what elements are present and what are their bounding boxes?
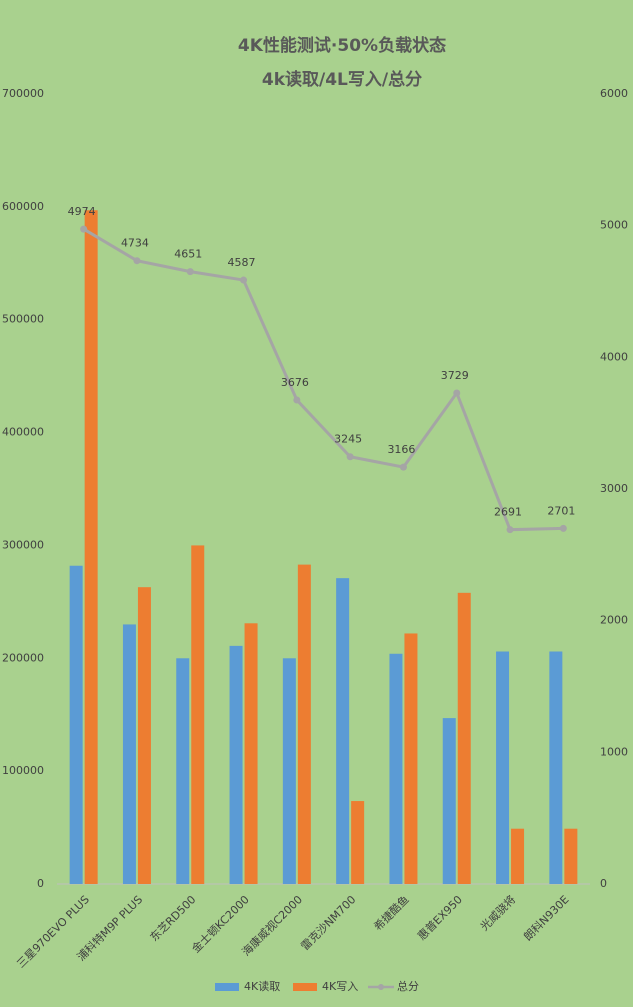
legend-label: 4K读取 <box>244 979 280 993</box>
bar <box>244 623 258 884</box>
legend-marker <box>378 984 384 990</box>
data-label: 2691 <box>494 506 522 519</box>
data-label: 4651 <box>174 248 202 261</box>
bar <box>69 565 83 884</box>
y2-tick-label: 2000 <box>600 614 628 627</box>
data-label: 4587 <box>228 256 256 269</box>
bar <box>84 210 98 884</box>
y-tick-label: 400000 <box>2 426 44 439</box>
bar <box>336 578 350 884</box>
legend-swatch <box>293 983 317 991</box>
y-tick-label: 500000 <box>2 313 44 326</box>
data-label: 4734 <box>121 237 149 250</box>
y-tick-label: 600000 <box>2 200 44 213</box>
data-label: 3676 <box>281 376 309 389</box>
y2-tick-label: 5000 <box>600 219 628 232</box>
bar <box>511 828 525 884</box>
line-point <box>133 257 141 265</box>
y-tick-label: 200000 <box>2 651 44 664</box>
bar <box>351 801 365 884</box>
line-point <box>399 463 407 471</box>
y-tick-label: 0 <box>37 877 44 890</box>
bar <box>564 828 578 884</box>
line-point <box>80 225 88 233</box>
bar <box>404 633 418 884</box>
line-point <box>293 396 301 404</box>
data-label: 3729 <box>441 369 469 382</box>
bar <box>229 645 243 884</box>
y2-tick-label: 0 <box>600 877 607 890</box>
line-point <box>186 268 194 276</box>
bar <box>191 545 205 884</box>
y-tick-label: 100000 <box>2 764 44 777</box>
bar <box>297 564 311 884</box>
bar <box>496 651 510 884</box>
chart-subtitle: 4k读取/4L写入/总分 <box>262 69 422 90</box>
y2-tick-label: 1000 <box>600 745 628 758</box>
bar <box>122 624 136 884</box>
line-point <box>240 276 248 284</box>
bar <box>549 651 563 884</box>
line-point <box>453 389 461 397</box>
y-tick-label: 700000 <box>2 87 44 100</box>
y-tick-label: 300000 <box>2 538 44 551</box>
chart-title: 4K性能测试·50%负载状态 <box>238 35 446 56</box>
legend-label: 4K写入 <box>322 980 358 993</box>
y2-tick-label: 4000 <box>600 350 628 363</box>
legend-label: 总分 <box>397 979 419 993</box>
bar <box>457 592 471 884</box>
y2-tick-label: 6000 <box>600 87 628 100</box>
line-point <box>346 453 354 461</box>
data-label: 3245 <box>334 433 362 446</box>
data-label: 4974 <box>68 205 96 218</box>
bar <box>282 658 296 884</box>
line <box>82 227 564 532</box>
line-point <box>506 526 514 534</box>
data-label: 2701 <box>547 504 575 517</box>
bar <box>137 587 151 884</box>
line-point <box>559 524 567 532</box>
bar <box>442 718 456 884</box>
bar <box>389 653 403 884</box>
y2-tick-label: 3000 <box>600 482 628 495</box>
legend-swatch <box>215 983 239 991</box>
data-label: 3166 <box>387 443 415 456</box>
bar <box>176 658 190 884</box>
